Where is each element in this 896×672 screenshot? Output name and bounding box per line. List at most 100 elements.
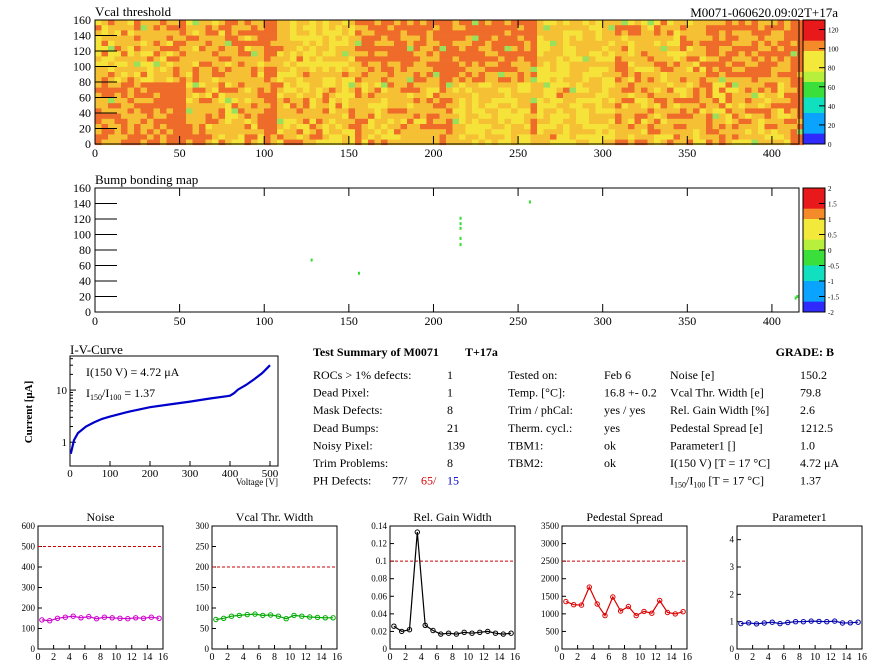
heatmap-cell <box>608 77 616 83</box>
heatmap-cell <box>615 20 622 26</box>
heatmap-cell <box>569 46 577 52</box>
heatmap-cell <box>348 20 356 26</box>
heatmap-cell <box>296 129 304 135</box>
heatmap-cell <box>251 25 258 31</box>
y-tick-label: 0 <box>383 644 388 654</box>
heatmap-cell <box>764 56 772 62</box>
heatmap-cell <box>667 108 674 114</box>
heatmap-cell <box>374 77 382 83</box>
heatmap-cell <box>160 124 167 130</box>
colorbar-segment <box>803 296 825 303</box>
heatmap-cell <box>673 46 681 52</box>
heatmap-cell <box>758 56 765 62</box>
heatmap-cell <box>628 51 635 57</box>
heatmap-cell <box>400 103 408 109</box>
heatmap-cell <box>504 82 512 88</box>
heatmap-cell <box>348 87 356 94</box>
heatmap-cell <box>608 139 616 146</box>
heatmap-cell <box>569 82 577 88</box>
heatmap-cell <box>166 113 174 120</box>
heatmap-cell <box>550 113 557 120</box>
heatmap-cell <box>114 35 122 42</box>
heatmap-cell <box>556 35 564 42</box>
heatmap-cell <box>218 113 226 120</box>
heatmap-cell <box>277 113 284 120</box>
heatmap-cell <box>199 30 206 36</box>
heatmap-cell <box>212 118 219 125</box>
heatmap-cell <box>134 129 141 135</box>
heatmap-cell <box>465 129 473 135</box>
heatmap-cell <box>647 82 655 88</box>
heatmap-cell <box>387 72 395 78</box>
heatmap-cell <box>524 51 531 57</box>
heatmap-cell <box>686 124 694 130</box>
heatmap-cell <box>413 25 421 31</box>
heatmap-cell <box>101 118 109 125</box>
heatmap-cell <box>212 66 219 73</box>
heatmap-cell <box>628 98 635 104</box>
heatmap-cell <box>784 35 791 42</box>
heatmap-cell <box>654 30 661 36</box>
heatmap-cell <box>641 77 648 83</box>
heatmap-cell <box>270 40 278 47</box>
heatmap-cell <box>777 103 785 109</box>
heatmap-cell <box>368 124 375 130</box>
heatmap-cell <box>322 108 330 114</box>
heatmap-cell <box>101 25 109 31</box>
heatmap-cell <box>764 51 772 57</box>
heatmap-cell <box>595 113 603 120</box>
heatmap-cell <box>719 66 726 73</box>
heatmap-cell <box>173 118 180 125</box>
colorbar-segment <box>803 301 825 308</box>
heatmap-cell <box>478 25 486 31</box>
heatmap-cell <box>511 92 518 99</box>
heatmap-cell <box>355 134 362 140</box>
heatmap-cell <box>556 82 564 88</box>
heatmap-cell <box>95 30 102 36</box>
heatmap-cell <box>478 129 486 135</box>
heatmap-cell <box>270 56 278 62</box>
heatmap-cell <box>225 30 232 36</box>
heatmap-cell <box>283 129 291 135</box>
heatmap-cell <box>719 103 726 109</box>
heatmap-cell <box>264 87 271 94</box>
heatmap-cell <box>452 134 460 140</box>
heatmap-cell <box>693 134 700 140</box>
heatmap-cell <box>556 30 564 36</box>
data-point <box>291 612 297 619</box>
label-part: [T = 17 °C] <box>705 474 764 488</box>
z-tick-label: 0.5 <box>828 232 837 240</box>
y-tick-label: 0.08 <box>371 574 387 584</box>
heatmap-cell <box>537 72 544 78</box>
heatmap-cell <box>329 92 336 99</box>
heatmap-cell <box>758 92 765 99</box>
data-point <box>485 628 491 635</box>
heatmap-cell <box>582 35 590 42</box>
data-point <box>680 609 686 615</box>
heatmap-cell <box>738 92 746 99</box>
heatmap-cell <box>407 25 414 31</box>
heatmap-cell <box>381 35 388 42</box>
heatmap-cell <box>433 40 440 47</box>
heatmap-cell <box>283 124 291 130</box>
heatmap-cell <box>114 25 122 31</box>
heatmap-cell <box>602 20 609 26</box>
heatmap-cell <box>790 103 798 109</box>
heatmap-cell <box>420 129 427 135</box>
heatmap-cell <box>251 134 258 140</box>
heatmap-cell <box>634 87 642 94</box>
heatmap-cell <box>647 118 655 125</box>
heatmap-cell <box>673 40 681 47</box>
heatmap-cell <box>563 25 570 31</box>
heatmap-cell <box>407 113 414 120</box>
z-tick-label: 60 <box>828 84 836 92</box>
heatmap-cell <box>238 82 245 88</box>
heatmap-cell <box>628 139 635 146</box>
heatmap-cell <box>277 134 284 140</box>
heatmap-cell <box>446 25 453 31</box>
heatmap-cell <box>439 77 447 83</box>
heatmap-cell <box>771 113 778 120</box>
z-tick-label: 120 <box>828 27 839 35</box>
heatmap-cell <box>95 56 102 62</box>
